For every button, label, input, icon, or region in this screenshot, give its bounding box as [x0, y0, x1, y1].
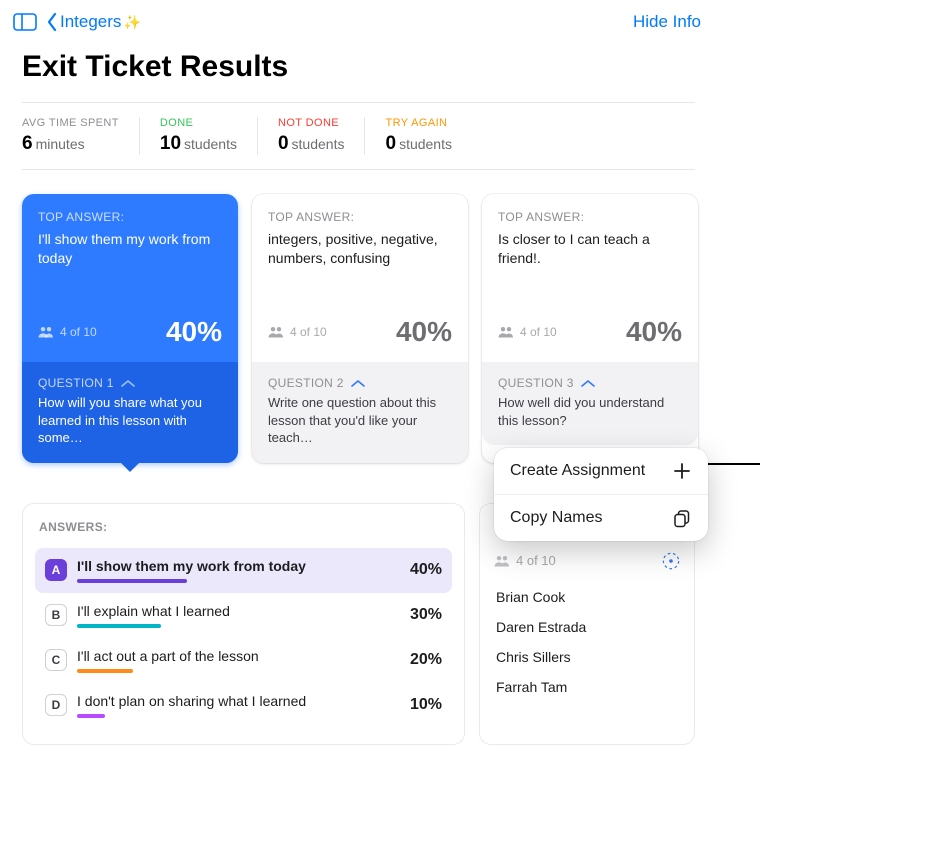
question-card[interactable]: TOP ANSWER: I'll show them my work from …	[22, 194, 238, 463]
stat-value: 0students	[385, 133, 452, 155]
option-bar	[77, 579, 187, 583]
students-count: 4 of 10	[494, 553, 556, 568]
create-assignment-button[interactable]: Create Assignment	[494, 448, 708, 494]
answer-option[interactable]: A I'll show them my work from today 40%	[35, 548, 452, 593]
option-bar	[77, 624, 161, 628]
answer-option[interactable]: D I don't plan on sharing what I learned…	[35, 683, 452, 728]
chevron-up-icon	[350, 378, 366, 388]
chevron-left-icon	[46, 12, 58, 32]
respondent-count: 4 of 10	[268, 325, 327, 339]
question-number: QUESTION 1	[38, 376, 222, 390]
top-bar: Integers ✨ Hide Info	[0, 0, 717, 40]
respondent-count: 4 of 10	[38, 325, 97, 339]
option-percentage: 40%	[410, 561, 442, 579]
stat-value: 10students	[160, 133, 237, 155]
top-answer-text: I'll show them my work from today	[38, 230, 222, 268]
question-card[interactable]: TOP ANSWER: Is closer to I can teach a f…	[482, 194, 698, 463]
answer-option[interactable]: B I'll explain what I learned 30%	[35, 593, 452, 638]
stat-label: AVG TIME SPENT	[22, 117, 119, 129]
respondent-count: 4 of 10	[498, 325, 557, 339]
refresh-icon[interactable]	[662, 552, 680, 570]
option-percentage: 10%	[410, 696, 442, 714]
stat-item: NOT DONE 0students	[278, 117, 366, 155]
question-text: How well did you understand this lesson?	[498, 394, 682, 429]
option-text: I'll act out a part of the lesson	[77, 648, 392, 664]
option-letter: C	[45, 649, 67, 671]
chevron-up-icon	[120, 378, 136, 388]
percentage: 40%	[166, 316, 222, 348]
chevron-up-icon	[580, 378, 596, 388]
stats-bar: AVG TIME SPENT 6minutes DONE 10students NO…	[22, 102, 695, 170]
top-answer-text: integers, positive, negative, numbers, c…	[268, 230, 452, 268]
people-icon	[498, 326, 514, 338]
hide-info-button[interactable]: Hide Info	[633, 12, 701, 32]
stat-label: TRY AGAIN	[385, 117, 452, 129]
stat-item: DONE 10students	[160, 117, 258, 155]
student-name[interactable]: Farrah Tam	[494, 672, 680, 702]
student-name[interactable]: Chris Sillers	[494, 642, 680, 672]
stat-label: NOT DONE	[278, 117, 345, 129]
percentage: 40%	[626, 316, 682, 348]
option-letter: A	[45, 559, 67, 581]
top-answer-label: TOP ANSWER:	[38, 210, 222, 224]
context-menu: Create Assignment Copy Names	[494, 448, 708, 541]
answers-panel: ANSWERS: A I'll show them my work from t…	[22, 503, 465, 745]
option-text: I'll explain what I learned	[77, 603, 392, 619]
sparkle-icon: ✨	[123, 14, 140, 31]
option-letter: D	[45, 694, 67, 716]
page-title: Exit Ticket Results	[0, 40, 717, 102]
option-text: I don't plan on sharing what I learned	[77, 693, 392, 709]
student-name[interactable]: Brian Cook	[494, 582, 680, 612]
people-icon	[38, 326, 54, 338]
option-text: I'll show them my work from today	[77, 558, 392, 574]
option-bar	[77, 714, 105, 718]
answer-option[interactable]: C I'll act out a part of the lesson 20%	[35, 638, 452, 683]
option-bar	[77, 669, 133, 673]
copy-names-button[interactable]: Copy Names	[494, 494, 708, 541]
callout-line	[700, 463, 760, 465]
stat-value: 6minutes	[22, 133, 119, 155]
question-cards-row: TOP ANSWER: I'll show them my work from …	[0, 170, 717, 463]
answers-label: ANSWERS:	[35, 518, 452, 548]
percentage: 40%	[396, 316, 452, 348]
stat-label: DONE	[160, 117, 237, 129]
stat-item: TRY AGAIN 0students	[385, 117, 472, 155]
back-label: Integers	[60, 12, 121, 32]
question-number: QUESTION 3	[498, 376, 682, 390]
stat-item: AVG TIME SPENT 6minutes	[22, 117, 140, 155]
plus-icon	[672, 461, 692, 481]
question-text: Write one question about this lesson tha…	[268, 394, 452, 447]
question-text: How will you share what you learned in t…	[38, 394, 222, 447]
top-answer-text: Is closer to I can teach a friend!.	[498, 230, 682, 268]
top-answer-label: TOP ANSWER:	[268, 210, 452, 224]
option-percentage: 20%	[410, 651, 442, 669]
top-answer-label: TOP ANSWER:	[498, 210, 682, 224]
copy-icon	[672, 508, 692, 528]
people-icon	[494, 555, 510, 567]
option-percentage: 30%	[410, 606, 442, 624]
back-link[interactable]: Integers ✨	[46, 12, 141, 32]
option-letter: B	[45, 604, 67, 626]
people-icon	[268, 326, 284, 338]
question-number: QUESTION 2	[268, 376, 452, 390]
student-name[interactable]: Daren Estrada	[494, 612, 680, 642]
sidebar-toggle-icon[interactable]	[10, 10, 40, 34]
stat-value: 0students	[278, 133, 345, 155]
question-card[interactable]: TOP ANSWER: integers, positive, negative…	[252, 194, 468, 463]
